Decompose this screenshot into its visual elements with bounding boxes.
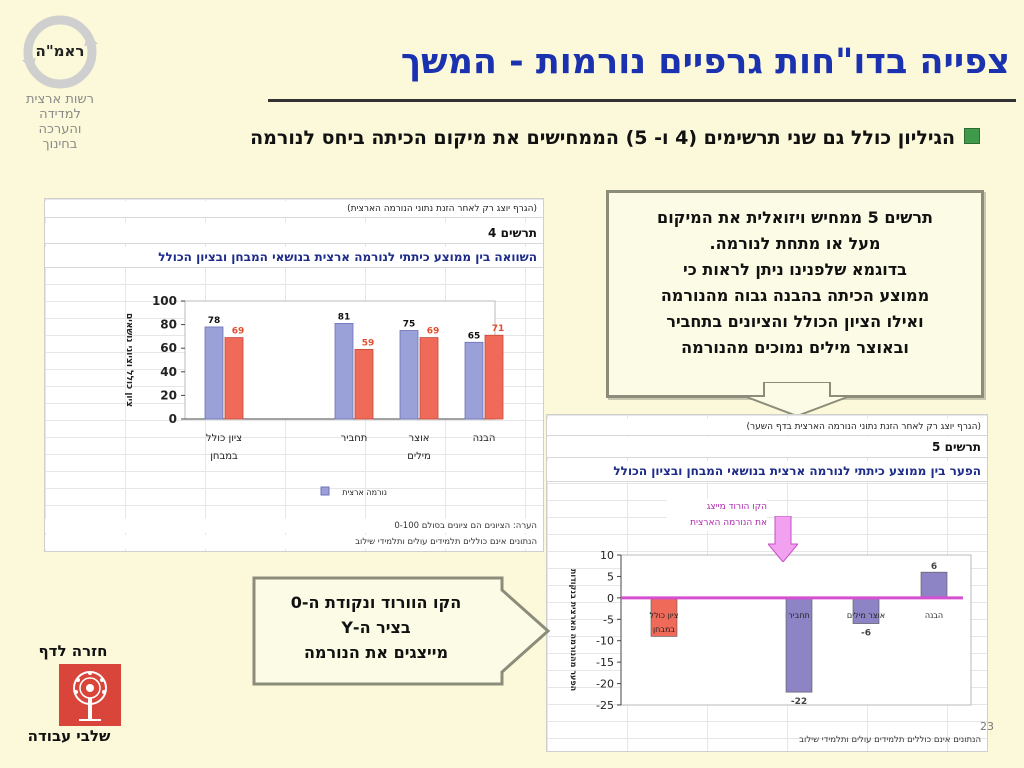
chart4-data-label: 78 (208, 316, 221, 326)
callout-norm-line: הקו הוורוד ונקודת ה-0 בציר ה-Y מייצגים א… (256, 590, 496, 665)
chart4-plot: 0 20 40 60 80 100 ציון כולל וציוני נושאים 78 69 צ… (124, 294, 505, 497)
org-name-line: בחינוך (42, 137, 78, 152)
tree-logo-button[interactable] (59, 664, 121, 726)
bullet-text: הגיליון כולל גם שני תרשימים (4 ו- 5) הממ… (250, 127, 955, 149)
chart4-data-label: 69 (427, 327, 440, 337)
page-number: 23 (980, 720, 994, 733)
chart4-legend-label: נורמה ארצית (342, 488, 387, 497)
chart5-ytick-label: 0 (607, 592, 614, 605)
callout-line: בציר ה-Y (341, 618, 411, 637)
chart5-ytick-label: 10 (600, 549, 614, 562)
chart5-ytick-label: -20 (596, 678, 614, 691)
chart4-ytick-label: 0 (169, 412, 177, 426)
callout-norm-line-shape (252, 576, 551, 686)
chart5-category-label: הבנה (925, 611, 943, 620)
chart5-category-label: במבחן (653, 625, 675, 634)
callout-line: מעל או מתחת לנורמה. (709, 234, 881, 253)
callout-line: תרשים 5 ממחיש ויזואלית את המיקום (657, 208, 933, 227)
org-name-line: רשות ארצית (26, 92, 94, 107)
chart5-bar (650, 597, 678, 637)
chart4-ytick-label: 80 (160, 318, 177, 332)
chart5-category-label: תחביר (788, 611, 809, 620)
back-to-page-link[interactable]: חזרה לדף (38, 642, 108, 660)
chart5-category-label: אוצר מילים (847, 611, 885, 620)
chart4-category-label: אוצר (409, 433, 430, 444)
chart4-bar (354, 348, 374, 420)
pink-pointer-arrow-icon (768, 516, 798, 562)
chart5-ytick-label: -5 (603, 613, 614, 626)
chart4-sheet: (הגרף יוצג רק לאחר הזנת נתוני הנורמה האר… (44, 198, 544, 552)
chart5-data-label: -6 (861, 629, 871, 639)
chart4-legend-swatch (320, 486, 330, 496)
chart4-data-label: 65 (468, 331, 481, 341)
chart5-sheet: (הגרף יוצג רק לאחר הזנת נתוני הנורמה האר… (546, 414, 988, 752)
chart5-bar (852, 597, 880, 624)
chart4-heading: השוואה בין ממוצע כיתתי לנורמה ארצית בנוש… (45, 247, 543, 268)
chart4-ytick-label: 40 (160, 365, 177, 379)
chart4-bar (399, 330, 419, 420)
org-name-line: והערכה (38, 122, 82, 137)
chart5-label: תרשים 5 (547, 437, 987, 458)
org-name: רשות ארצית למדידה והערכה בחינוך (8, 92, 112, 152)
chart4-bar (484, 334, 504, 420)
work-stages-link[interactable]: שלבי עבודה (27, 727, 111, 745)
title-underline (268, 99, 1016, 102)
chart5-legend: הקו הורוד מייצג את הנורמה הארצית (667, 499, 767, 531)
chart4-ytick-label: 20 (160, 388, 177, 402)
chart4-footnote-2: הנתונים אינם כוללים תלמידים עולים ותלמיד… (45, 535, 543, 549)
chart5-category-label: ציון כולל (650, 611, 679, 620)
callout-chart5-explanation: תרשים 5 ממחיש ויזואלית את המיקום מעל או … (606, 190, 984, 398)
chart4-category-label: במבחן (210, 451, 238, 462)
callout-line: ממוצע הכיתה בהבנה גבוה מהנורמה (660, 286, 930, 305)
callout-down-arrow-icon (743, 382, 851, 418)
chart4-ytick-label: 100 (152, 294, 177, 308)
chart4-note: (הגרף יוצג רק לאחר הזנת נתוני הנורמה האר… (45, 201, 543, 218)
chart4-bar (334, 323, 354, 420)
callout-line: מייצגים את הנורמה (303, 643, 449, 662)
tree-icon (73, 671, 107, 721)
chart5-heading: הפער בין ממוצע כיתתי לנורמה ארצית בנושאי… (547, 461, 987, 482)
chart4-data-label: 59 (362, 338, 375, 348)
page-title: צפייה בדו"חות גרפיים נורמות - המשך (400, 42, 1010, 82)
callout-line: בדוגמא שלפנינו ניתן לראות כי (683, 260, 907, 279)
chart5-bar (785, 597, 813, 693)
chart5-note: (הגרף יוצג רק לאחר הזנת נתוני הנורמה האר… (547, 419, 987, 436)
chart4-bar (224, 337, 244, 420)
chart5-ytick-label: -25 (596, 699, 614, 712)
chart5-data-label: -22 (791, 697, 807, 707)
chart4-bar (419, 337, 439, 420)
chart4-footnote: הערה: הציונים הם ציונים בסולם 0-100 (45, 519, 543, 533)
org-name-line: למדידה (39, 107, 81, 122)
chart5-ytick-label: 5 (607, 570, 614, 583)
chart5-data-label: 6 (931, 562, 937, 572)
chart5-bar (920, 571, 948, 599)
chart5-ytick-label: -10 (596, 635, 614, 648)
chart4-ylabel: ציון כולל וציוני נושאים (124, 313, 134, 407)
chart5-legend-line: את הנורמה הארצית (690, 518, 767, 528)
chart5-footnote: הנתונים אינם כוללים תלמידים עולים ותלמיד… (799, 735, 981, 745)
chart5-legend-line: הקו הורוד מייצג (706, 502, 767, 512)
chart4-category-label: תחביר (341, 433, 368, 444)
chart4-data-label: 75 (403, 320, 416, 330)
chart4-ytick-label: 60 (160, 341, 177, 355)
chart4-bar (204, 326, 224, 420)
chart4-label: תרשים 4 (45, 223, 543, 244)
chart4-data-label: 69 (232, 327, 245, 337)
excel-bullet-icon (964, 128, 980, 144)
chart4-category-label: הבנה (473, 433, 496, 444)
chart5-ylabel: הפער מהנורמה הארצית בנקודות (569, 569, 578, 691)
logo-text: ראמ"ה (35, 42, 85, 60)
chart4-category-label: מילים (407, 451, 431, 462)
chart4-data-label: 71 (492, 324, 505, 334)
rama-logo-ring-icon (22, 15, 98, 89)
chart5-plot: 10 5 0 -5 -10 -15 -20 -25 הפער מהנורמה הארצית בנ… (569, 549, 972, 712)
chart4-data-label: 81 (338, 312, 351, 322)
callout-line: הקו הוורוד ונקודת ה-0 (290, 593, 462, 612)
chart4-bar (464, 341, 484, 420)
callout-line: ובאוצר מילים נמוכים מהנורמה (681, 338, 909, 357)
chart5-ytick-label: -15 (596, 656, 614, 669)
chart4-category-label: ציון כולל (206, 433, 242, 444)
callout-line: ואילו הציון הכולל והציונים בתחביר (666, 312, 924, 331)
